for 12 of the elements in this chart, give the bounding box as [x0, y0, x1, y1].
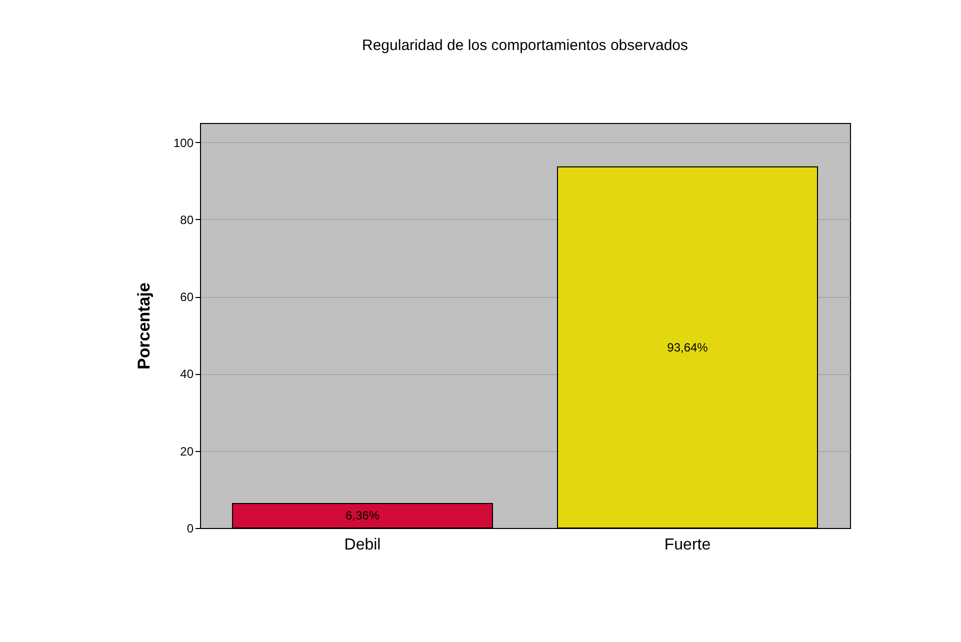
chart-title: Regularidad de los comportamientos observados — [362, 37, 688, 54]
y-tick-label: 80 — [180, 212, 194, 227]
y-tick-label: 60 — [180, 290, 194, 304]
y-tick-label: 100 — [173, 136, 194, 150]
y-tick-label: 0 — [186, 522, 194, 536]
x-tick-label: Debil — [344, 536, 381, 554]
y-axis-title: Porcentaje — [134, 282, 154, 370]
y-tick-label: 40 — [180, 367, 194, 382]
data-label: 6,36% — [345, 508, 380, 523]
x-tick-label: Fuerte — [664, 536, 711, 554]
data-label: 93,64% — [667, 340, 708, 354]
y-tick-label: 20 — [180, 444, 194, 458]
